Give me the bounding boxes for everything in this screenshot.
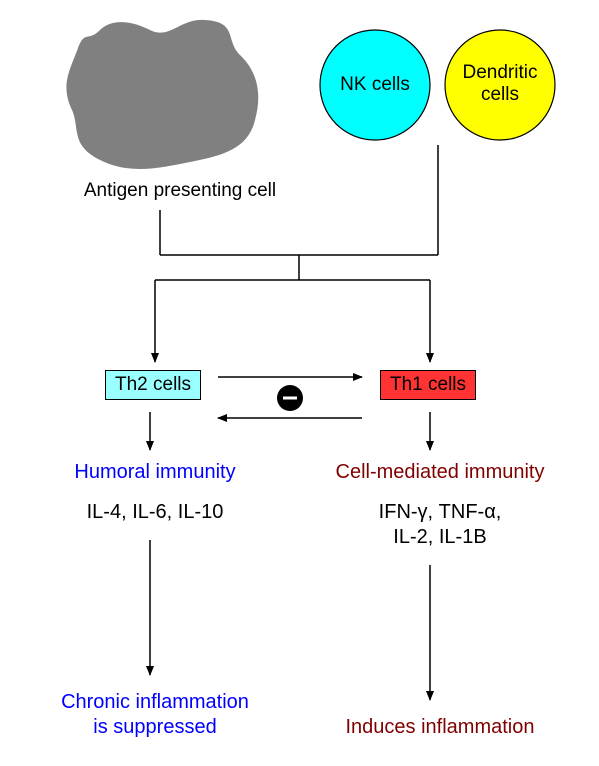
humoral-immunity-label: Humoral immunity [55, 460, 255, 484]
cell-mediated-immunity-label: Cell-mediated immunity [315, 460, 565, 484]
apc-label: Antigen presenting cell [70, 180, 290, 202]
th2-outcome-line1: Chronic inflammation [40, 690, 270, 714]
nk-label: NK cells [320, 74, 430, 96]
th2-cytokines-label: IL-4, IL-6, IL-10 [65, 500, 245, 524]
diagram-overlay: Antigen presenting cell NK cells Dendrit… [0, 0, 599, 766]
th2-cells-box: Th2 cells [105, 370, 201, 400]
th1-cells-box: Th1 cells [380, 370, 476, 400]
th1-cytokines-line1: IFN-γ, TNF-α, [340, 500, 540, 524]
dendritic-label: Dendritic cells [445, 62, 555, 106]
th1-outcome-label: Induces inflammation [320, 715, 560, 739]
th2-outcome-line2: is suppressed [40, 715, 270, 739]
th1-cytokines-line2: IL-2, IL-1B [340, 525, 540, 549]
